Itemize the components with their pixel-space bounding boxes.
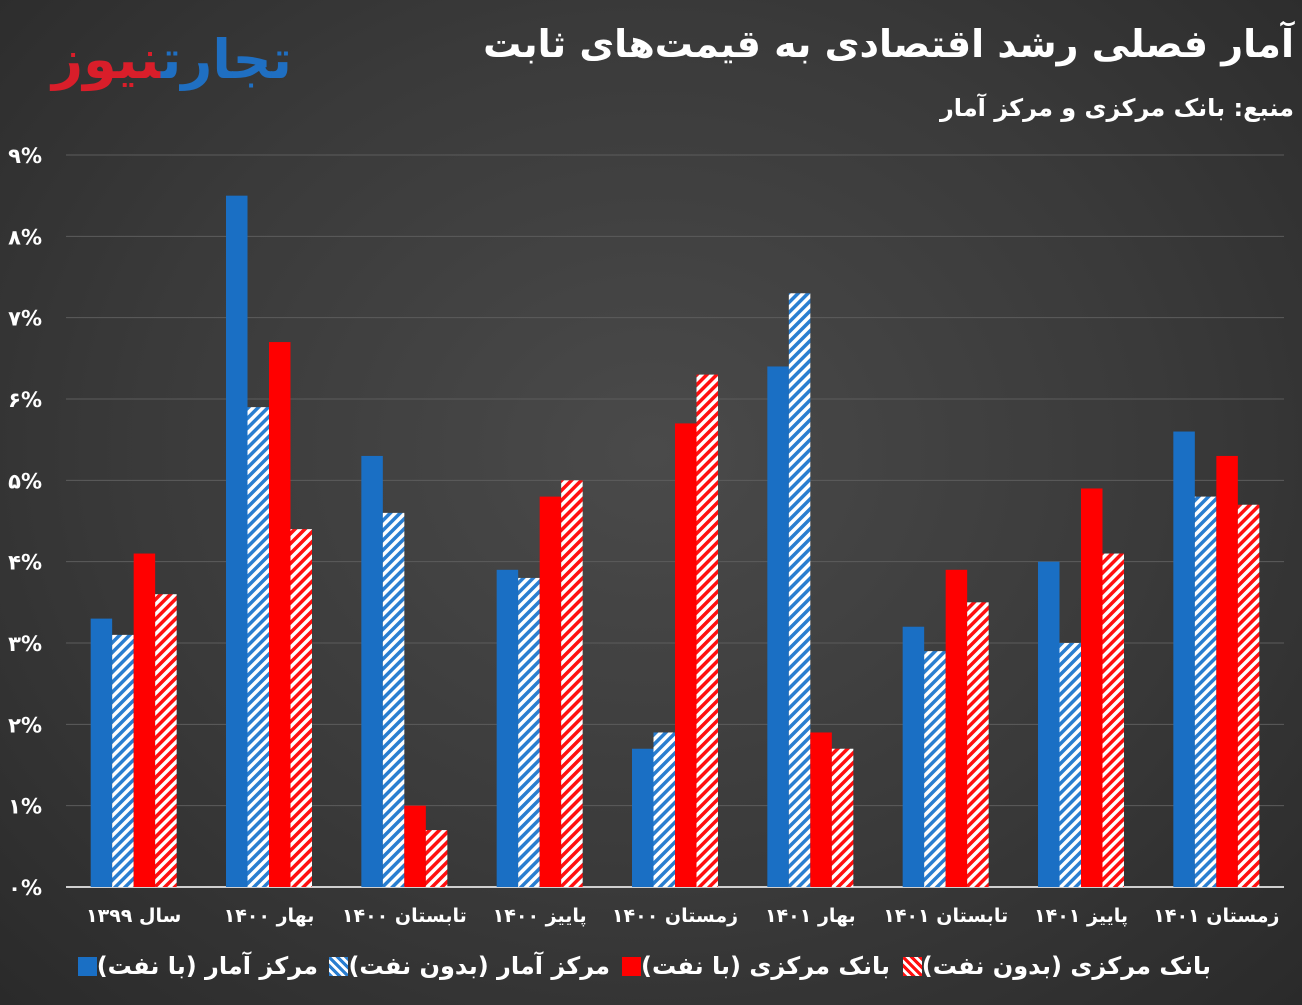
bar bbox=[561, 480, 583, 887]
bar bbox=[404, 805, 426, 887]
bar bbox=[675, 423, 697, 887]
bar bbox=[226, 195, 248, 887]
bar bbox=[810, 732, 832, 887]
legend: بانک مرکزی (بدون نفت) بانک مرکزی (با نفت)… bbox=[0, 948, 1302, 988]
bar bbox=[539, 496, 562, 887]
legend-label: مرکز آمار (با نفت) bbox=[96, 952, 318, 980]
bar bbox=[1102, 553, 1124, 887]
bar bbox=[1237, 504, 1260, 887]
x-tick-label: تابستان ۱۴۰۰ bbox=[342, 905, 467, 927]
y-tick-label: ۷% bbox=[8, 307, 42, 331]
legend-swatch bbox=[329, 956, 349, 976]
bar bbox=[1038, 561, 1060, 887]
bar bbox=[247, 407, 269, 887]
bar bbox=[967, 602, 989, 887]
y-tick-label: ۱% bbox=[8, 795, 42, 819]
bar bbox=[425, 830, 448, 887]
bar bbox=[1081, 488, 1103, 887]
legend-item: مرکز آمار (با نفت) bbox=[68, 948, 318, 984]
legend-swatch bbox=[77, 956, 97, 976]
y-tick-label: ۶% bbox=[8, 388, 42, 412]
x-tick-label: بهار ۱۴۰۰ bbox=[224, 905, 315, 927]
legend-swatch bbox=[902, 956, 922, 976]
bar bbox=[788, 293, 811, 887]
y-tick-label: ۴% bbox=[8, 551, 42, 575]
bar bbox=[945, 569, 968, 887]
legend-item: مرکز آمار (بدون نفت) bbox=[319, 948, 610, 984]
bar bbox=[269, 342, 291, 888]
bar bbox=[518, 577, 540, 887]
legend-item: بانک مرکزی (با نفت) bbox=[612, 948, 890, 984]
y-tick-label: ۵% bbox=[8, 469, 42, 493]
legend-swatch bbox=[622, 956, 641, 976]
bar bbox=[653, 732, 675, 887]
legend-label: بانک مرکزی (با نفت) bbox=[641, 952, 890, 980]
logo: تجارتنیوز bbox=[52, 28, 293, 91]
bar bbox=[767, 366, 789, 887]
x-tick-label: زمستان ۱۴۰۱ bbox=[1153, 905, 1279, 927]
bar bbox=[924, 651, 946, 887]
y-tick-label: ۳% bbox=[8, 632, 42, 656]
y-tick-label: ۹% bbox=[8, 144, 42, 168]
bar bbox=[90, 618, 113, 887]
bar bbox=[496, 569, 519, 887]
bar bbox=[1173, 431, 1195, 887]
bars bbox=[90, 195, 1260, 888]
y-tick-label: ۸% bbox=[8, 225, 42, 249]
x-tick-label: پاییز ۱۴۰۱ bbox=[1034, 905, 1128, 927]
x-axis-labels: سال ۱۳۹۹ بهار ۱۴۰۰ تابستان ۱۴۰۰ پاییز ۱۴۰۰ ز… bbox=[86, 905, 1279, 927]
legend-label: بانک مرکزی (بدون نفت) bbox=[921, 952, 1211, 980]
x-tick-label: بهار ۱۴۰۱ bbox=[765, 905, 856, 927]
legend-item: بانک مرکزی (بدون نفت) bbox=[893, 948, 1211, 984]
bar bbox=[831, 748, 854, 887]
x-tick-label: زمستان ۱۴۰۰ bbox=[612, 905, 738, 927]
legend-label: مرکز آمار (بدون نفت) bbox=[348, 952, 610, 980]
bar bbox=[133, 553, 156, 887]
x-tick-label: سال ۱۳۹۹ bbox=[86, 905, 181, 927]
x-tick-label: پاییز ۱۴۰۰ bbox=[493, 905, 587, 927]
chart-source: منبع: بانک مرکزی و مرکز آمار bbox=[939, 94, 1294, 122]
bar bbox=[1059, 643, 1081, 887]
bar bbox=[155, 594, 177, 887]
chart-title: آمار فصلی رشد اقتصادی به قیمت‌های ثابت bbox=[483, 22, 1294, 66]
logo-text-tejarat: تجارت bbox=[161, 28, 293, 91]
y-axis-ticks: ۰% ۱% ۲% ۳% ۴% ۵% ۶% ۷% ۸% ۹% bbox=[8, 144, 42, 900]
bar bbox=[632, 748, 654, 887]
bar bbox=[902, 626, 925, 887]
y-tick-label: ۲% bbox=[8, 713, 42, 737]
bar bbox=[112, 634, 134, 887]
bar bbox=[1194, 496, 1217, 887]
x-tick-label: تابستان ۱۴۰۱ bbox=[883, 905, 1008, 927]
bar bbox=[361, 455, 383, 887]
bar bbox=[696, 374, 718, 888]
bar bbox=[1216, 455, 1238, 887]
logo-text-news: نیوز bbox=[52, 28, 162, 91]
bar bbox=[290, 529, 312, 887]
y-tick-label: ۰% bbox=[8, 876, 42, 900]
bar bbox=[382, 512, 405, 887]
